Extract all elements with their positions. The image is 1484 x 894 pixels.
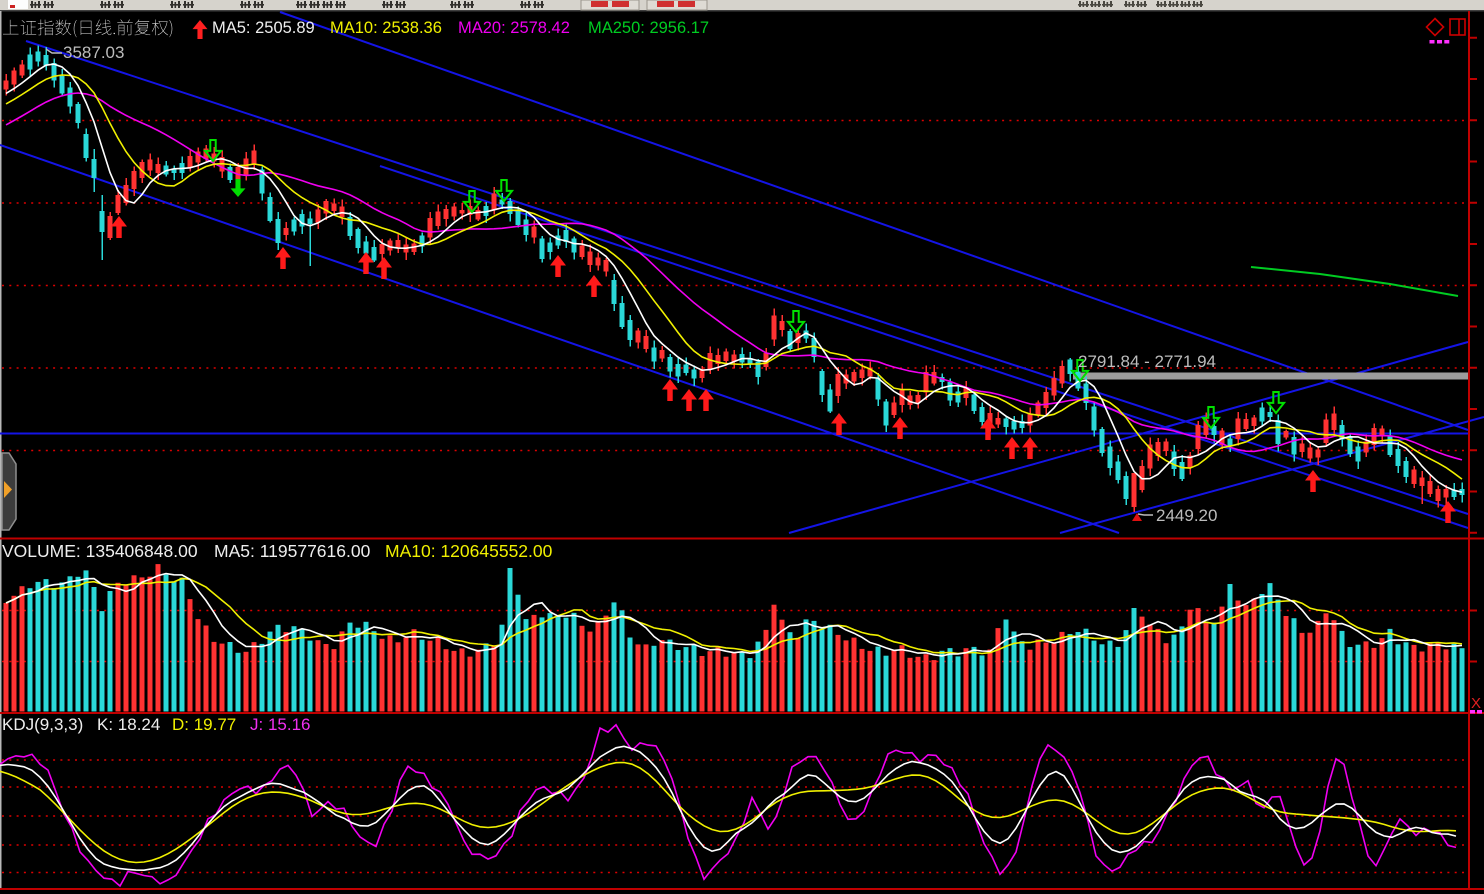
svg-text:MA5: 119577616.00: MA5: 119577616.00 [214, 541, 371, 561]
svg-text:MA10: 2538.36: MA10: 2538.36 [330, 19, 442, 37]
svg-text:MA10: 120645552.00: MA10: 120645552.00 [385, 541, 553, 561]
svg-text:J: 15.16: J: 15.16 [250, 715, 311, 734]
svg-text:2791.84 - 2771.94: 2791.84 - 2771.94 [1078, 352, 1216, 371]
svg-text:D: 19.77: D: 19.77 [172, 715, 236, 734]
svg-text:3587.03: 3587.03 [63, 43, 124, 62]
svg-text:KDJ(9,3,3): KDJ(9,3,3) [2, 715, 83, 734]
svg-text:VOLUME: 135406848.00: VOLUME: 135406848.00 [2, 541, 198, 561]
svg-text:2449.20: 2449.20 [1156, 506, 1217, 525]
svg-text:MA20: 2578.42: MA20: 2578.42 [458, 19, 570, 37]
svg-text:MA250: 2956.17: MA250: 2956.17 [588, 19, 709, 37]
svg-text:K: 18.24: K: 18.24 [97, 715, 160, 734]
svg-text:X: X [1471, 695, 1481, 712]
svg-text:MA5: 2505.89: MA5: 2505.89 [212, 19, 315, 37]
